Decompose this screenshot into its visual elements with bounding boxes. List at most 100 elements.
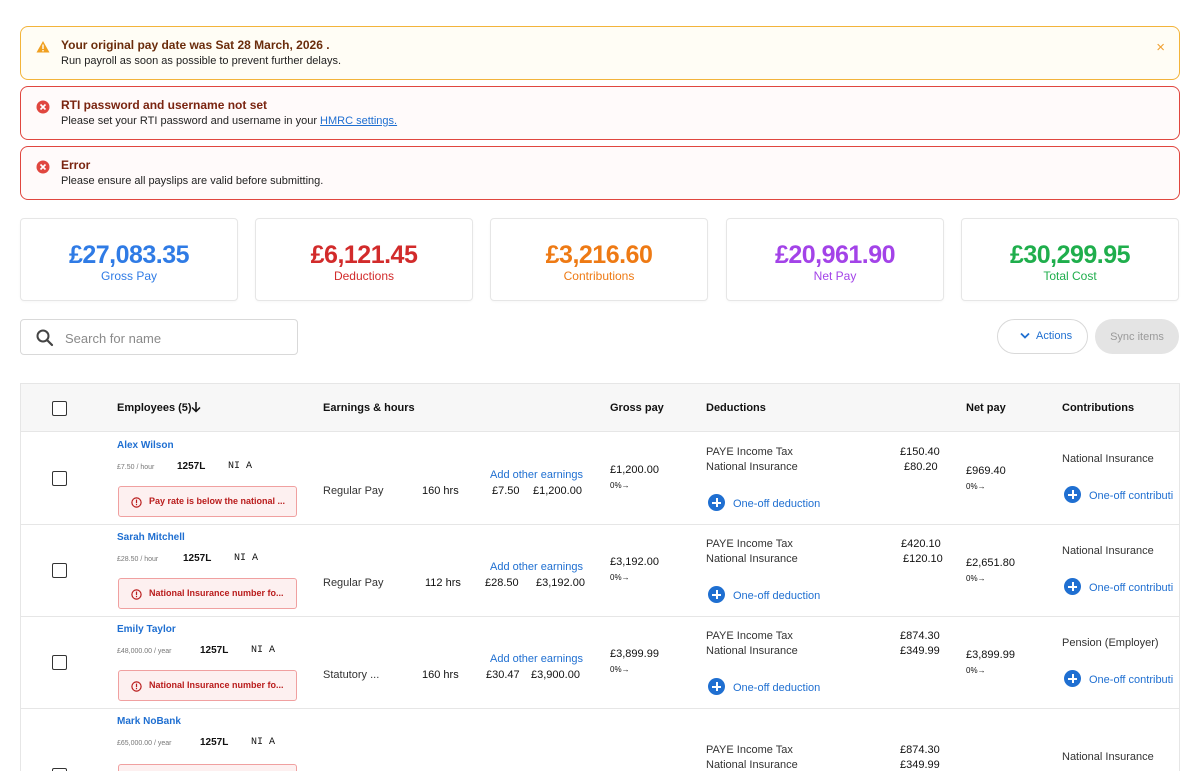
rti-title: RTI password and username not set: [61, 98, 268, 112]
actions-button[interactable]: Actions: [997, 319, 1088, 354]
warning-text: National Insurance number fo...: [149, 588, 284, 598]
total-cost-value: £30,299.95: [1009, 241, 1131, 269]
one-off-contribution-link[interactable]: One-off contributi: [1089, 582, 1174, 594]
table-row[interactable]: Sarah Mitchell £28.50 / hour 1257L NI A …: [21, 525, 1179, 617]
contribution-type: Pension (Employer): [1062, 637, 1159, 649]
deduction-ni-amount: £349.99: [900, 759, 940, 771]
validation-warning[interactable]: [118, 764, 297, 771]
total-cost-label: Total Cost: [1043, 269, 1097, 283]
error-banner: Error Please ensure all payslips are val…: [20, 146, 1180, 200]
table-row[interactable]: Emily Taylor £48,000.00 / year 1257L NI …: [21, 617, 1179, 709]
row-checkbox[interactable]: [52, 655, 67, 670]
net-pay-change: 0%→: [966, 666, 986, 675]
row-checkbox[interactable]: [52, 563, 67, 578]
ni-category: NI A: [251, 645, 276, 656]
table-row[interactable]: Mark NoBank £65,000.00 / year 1257L NI A…: [21, 709, 1179, 771]
contribution-type: National Insurance: [1062, 453, 1154, 465]
one-off-contribution-link[interactable]: One-off contributi: [1089, 674, 1174, 686]
plus-icon[interactable]: [708, 494, 725, 511]
earning-type: Statutory ...: [323, 669, 380, 681]
deductions-value: £6,121.45: [310, 241, 418, 269]
unit-rate: £7.50: [492, 485, 520, 497]
gross-pay-header: Gross pay: [610, 402, 664, 414]
pay-rate: £28.50 / hour: [117, 556, 159, 563]
warning-text: Pay rate is below the national ...: [149, 496, 286, 506]
employees-header[interactable]: Employees (5): [117, 402, 201, 414]
one-off-contribution-link[interactable]: One-off contributi: [1089, 490, 1174, 502]
plus-icon[interactable]: [1064, 486, 1081, 503]
pay-date-warning-banner: Your original pay date was Sat 28 March,…: [20, 26, 1180, 80]
earning-total: £1,200.00: [533, 485, 582, 497]
warning-triangle-icon: [36, 41, 50, 53]
hmrc-settings-link[interactable]: HMRC settings.: [320, 115, 398, 127]
deduction-ni-amount: £120.10: [903, 553, 943, 565]
gross-pay: £3,192.00: [610, 556, 659, 568]
employee-name-link[interactable]: Emily Taylor: [117, 624, 176, 635]
deductions-header: Deductions: [706, 402, 766, 414]
tax-code: 1257L: [183, 553, 212, 564]
alert-circle-icon: [131, 681, 142, 692]
pay-rate: £7.50 / hour: [117, 464, 155, 471]
pay-rate: £65,000.00 / year: [117, 740, 172, 747]
gross-pay-value: £27,083.35: [68, 241, 190, 269]
warning-message: Run payroll as soon as possible to preve…: [61, 55, 342, 67]
employee-name-link[interactable]: Sarah Mitchell: [117, 532, 185, 543]
deduction-ni-amount: £80.20: [904, 461, 938, 473]
sync-items-button[interactable]: Sync items: [1095, 319, 1179, 354]
tax-code: 1257L: [200, 737, 229, 748]
deduction-paye: PAYE Income Tax: [706, 630, 793, 642]
plus-icon[interactable]: [708, 586, 725, 603]
contributions-card: £3,216.60 Contributions: [490, 218, 708, 301]
warning-title: Your original pay date was Sat 28 March,…: [61, 38, 330, 52]
contributions-label: Contributions: [563, 269, 635, 283]
add-other-earnings-link[interactable]: Add other earnings: [490, 653, 583, 665]
net-pay-change: 0%→: [966, 482, 986, 491]
total-cost-card: £30,299.95 Total Cost: [961, 218, 1179, 301]
gross-pay: £3,899.99: [610, 648, 659, 660]
alert-circle-icon: [131, 497, 142, 508]
one-off-deduction-link[interactable]: One-off deduction: [733, 498, 821, 510]
pay-rate: £48,000.00 / year: [117, 648, 172, 655]
earning-total: £3,900.00: [531, 669, 580, 681]
earning-total: £3,192.00: [536, 577, 585, 589]
unit-rate: £28.50: [485, 577, 519, 589]
unit-rate: £30.47: [486, 669, 520, 681]
earning-type: Regular Pay: [323, 577, 384, 589]
gross-pay-card: £27,083.35 Gross Pay: [20, 218, 238, 301]
rti-error-banner: RTI password and username not set Please…: [20, 86, 1180, 140]
one-off-deduction-link[interactable]: One-off deduction: [733, 682, 821, 694]
validation-warning[interactable]: Pay rate is below the national ...: [118, 486, 297, 517]
row-checkbox[interactable]: [52, 768, 67, 771]
validation-warning[interactable]: National Insurance number fo...: [118, 578, 297, 609]
employee-name-link[interactable]: Alex Wilson: [117, 440, 174, 451]
net-pay-value: £20,961.90: [774, 241, 896, 269]
net-pay-card: £20,961.90 Net Pay: [726, 218, 944, 301]
row-checkbox[interactable]: [52, 471, 67, 486]
plus-icon[interactable]: [708, 678, 725, 695]
deduction-paye-amount: £874.30: [900, 744, 940, 756]
rti-message: Please set your RTI password and usernam…: [61, 115, 398, 127]
table-row[interactable]: Alex Wilson £7.50 / hour 1257L NI A Pay …: [21, 433, 1179, 525]
employee-name-link[interactable]: Mark NoBank: [117, 716, 181, 727]
deductions-card: £6,121.45 Deductions: [255, 218, 473, 301]
validation-warning[interactable]: National Insurance number fo...: [118, 670, 297, 701]
select-all-checkbox[interactable]: [52, 401, 67, 416]
gross-pay-label: Gross Pay: [100, 269, 157, 283]
error-message: Please ensure all payslips are valid bef…: [61, 175, 324, 187]
deduction-paye-amount: £150.40: [900, 446, 940, 458]
close-icon[interactable]: ×: [1156, 39, 1165, 56]
one-off-deduction-link[interactable]: One-off deduction: [733, 590, 821, 602]
deduction-paye-amount: £874.30: [900, 630, 940, 642]
error-circle-icon: [36, 100, 50, 114]
search-input[interactable]: [65, 328, 285, 348]
plus-icon[interactable]: [1064, 670, 1081, 687]
net-pay-change: 0%→: [966, 574, 986, 583]
deduction-paye: PAYE Income Tax: [706, 446, 793, 458]
deduction-paye: PAYE Income Tax: [706, 744, 793, 756]
add-other-earnings-link[interactable]: Add other earnings: [490, 469, 583, 481]
add-other-earnings-link[interactable]: Add other earnings: [490, 561, 583, 573]
net-pay: £969.40: [966, 465, 1006, 477]
alert-circle-icon: [131, 589, 142, 600]
plus-icon[interactable]: [1064, 578, 1081, 595]
contributions-value: £3,216.60: [545, 241, 653, 269]
